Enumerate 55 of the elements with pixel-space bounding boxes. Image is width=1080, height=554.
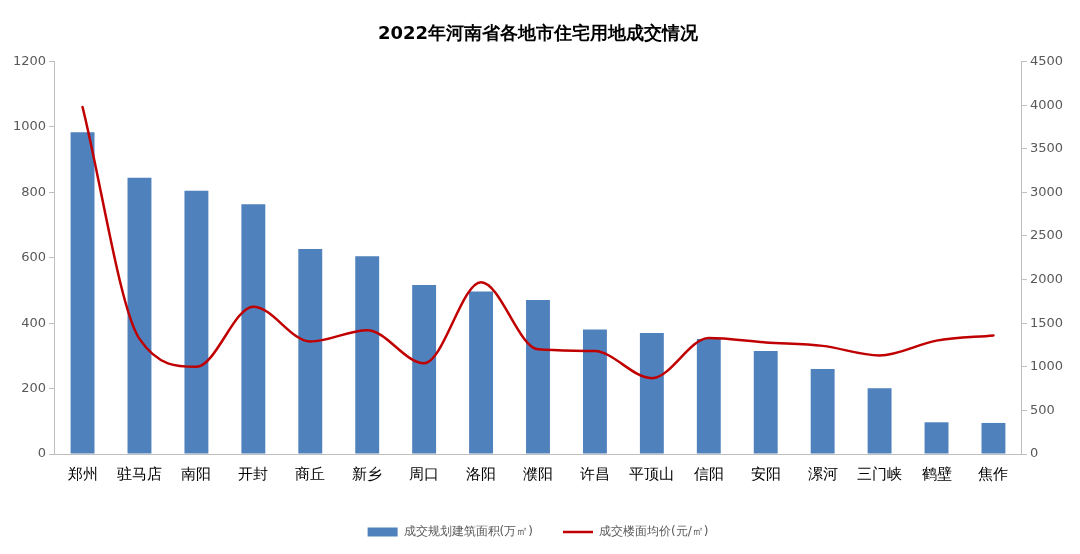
- x-tick-label: 鹤壁: [921, 464, 952, 483]
- y-tick-label: 1200: [12, 52, 47, 68]
- bar: [924, 422, 949, 454]
- legend-label: 成交楼面均价(元/㎡): [598, 524, 709, 539]
- x-tick-label: 南阳: [181, 464, 212, 483]
- line-series: [81, 105, 995, 380]
- bar: [582, 329, 607, 454]
- bar: [298, 248, 323, 454]
- y2-tick-label: 3000: [1029, 183, 1064, 199]
- bar: [184, 190, 209, 454]
- x-tick-label: 开封: [238, 464, 269, 483]
- chart-title: 2022年河南省各地市住宅用地成交情况: [377, 22, 700, 44]
- y-tick-label: 1000: [12, 118, 47, 134]
- bar: [526, 299, 550, 454]
- y2-tick-label: 3500: [1029, 140, 1064, 156]
- legend-label: 成交规划建筑面积(万㎡): [403, 524, 533, 539]
- bar: [355, 256, 380, 454]
- y2-tick-label: 2000: [1029, 270, 1064, 286]
- y2-tick-label: 1500: [1029, 314, 1064, 330]
- y2-tick-label: 4500: [1029, 52, 1064, 68]
- x-tick-label: 周口: [409, 464, 440, 483]
- x-tick-label: 驻马店: [116, 464, 162, 483]
- x-tick-label: 信阳: [693, 464, 724, 483]
- y2-tick-label: 2500: [1029, 227, 1064, 243]
- bar: [981, 422, 1006, 454]
- bar: [241, 204, 266, 454]
- bar: [753, 351, 778, 454]
- bar: [70, 132, 95, 454]
- x-tick-label: 洛阳: [466, 464, 497, 483]
- bar: [412, 284, 437, 454]
- y2-tick-label: 500: [1029, 401, 1055, 417]
- x-tick-label: 平顶山: [629, 464, 675, 483]
- x-tick-label: 焦作: [978, 464, 1009, 483]
- x-tick-label: 商丘: [295, 464, 326, 483]
- x-tick-label: 新乡: [352, 464, 383, 483]
- bar: [639, 333, 664, 454]
- x-tick-label: 三门峡: [857, 464, 903, 483]
- y-tick-label: 600: [21, 249, 47, 265]
- x-tick-label: 安阳: [750, 464, 781, 483]
- bar: [469, 291, 494, 454]
- y2-tick-label: 1000: [1029, 358, 1064, 374]
- x-tick-label: 许昌: [579, 464, 610, 483]
- x-tick-label: 漯河: [807, 464, 838, 483]
- y-tick-label: 0: [37, 445, 47, 461]
- bar: [696, 338, 721, 454]
- y-tick-label: 400: [21, 314, 47, 330]
- bar: [127, 177, 152, 454]
- y2-tick-label: 4000: [1029, 96, 1064, 112]
- y-tick-label: 200: [21, 379, 47, 395]
- x-tick-label: 郑州: [67, 464, 98, 483]
- y2-tick-label: 0: [1029, 445, 1039, 461]
- bar: [810, 368, 835, 454]
- bar: [867, 388, 892, 454]
- y-tick-label: 800: [21, 183, 47, 199]
- x-tick-label: 濮阳: [523, 464, 553, 483]
